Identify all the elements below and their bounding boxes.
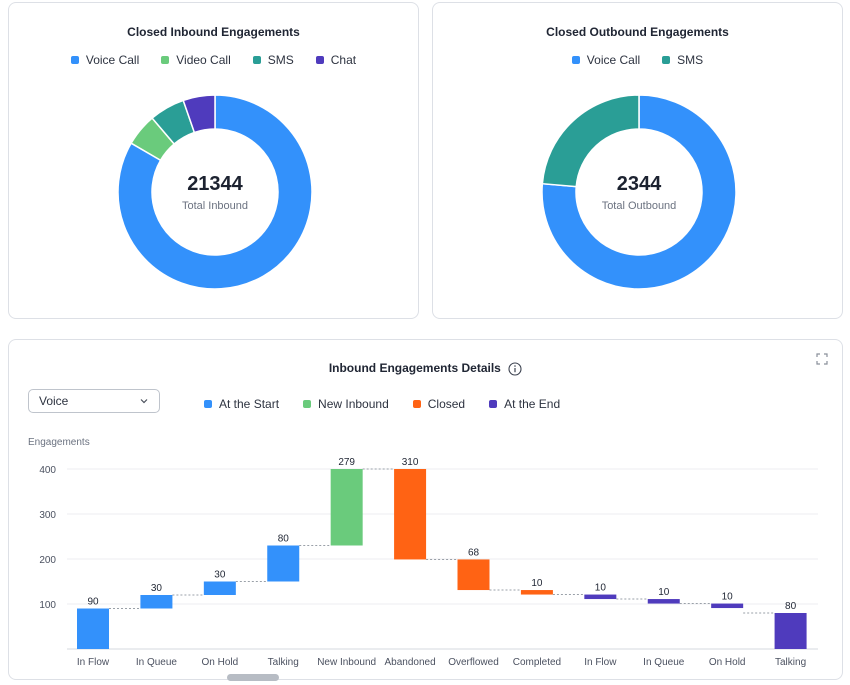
legend-swatch <box>161 56 170 64</box>
outbound-card-title: Closed Outbound Engagements <box>546 25 729 39</box>
channel-dropdown[interactable]: Voice <box>28 389 160 413</box>
legend-item-sms[interactable]: SMS <box>252 53 294 67</box>
details-card-title-row: Inbound Engagements Details <box>9 361 842 376</box>
donut-slice-voice-call[interactable] <box>541 94 737 290</box>
legend-item-video-call[interactable]: Video Call <box>161 53 231 67</box>
outbound-total-label: Total Outbound <box>602 200 677 212</box>
waterfall-bar[interactable] <box>140 595 173 609</box>
legend-item-voice-call[interactable]: Voice Call <box>571 53 641 67</box>
legend-label: At the End <box>504 397 561 411</box>
legend-item-new-inbound[interactable]: New Inbound <box>303 397 389 411</box>
legend-swatch <box>662 56 671 64</box>
x-tick-label: Talking <box>268 657 299 668</box>
legend-label: Voice Call <box>85 53 140 67</box>
bar-value-label: 80 <box>785 601 797 612</box>
donut-slice-sms[interactable] <box>541 94 640 188</box>
x-tick-label: On Hold <box>201 657 238 668</box>
donut-slice-chat[interactable] <box>182 94 216 134</box>
inbound-donut-chart: 21344 Total Inbound <box>117 94 313 290</box>
legend-label: Chat <box>330 53 357 67</box>
y-axis-label: Engagements <box>28 437 90 448</box>
inbound-total-value: 21344 <box>187 173 243 195</box>
x-tick-label: In Queue <box>643 657 685 668</box>
waterfall-bar[interactable] <box>711 603 744 609</box>
legend-label: Closed <box>427 397 466 411</box>
expand-icon[interactable] <box>816 353 828 365</box>
legend-swatch <box>315 56 324 64</box>
bar-value-label: 90 <box>87 597 99 608</box>
outbound-total-value: 2344 <box>617 173 662 195</box>
legend-label: Voice Call <box>586 53 641 67</box>
donut-slice-voice-call[interactable] <box>117 94 313 290</box>
details-card-title: Inbound Engagements Details <box>328 361 501 375</box>
bar-value-label: 10 <box>595 583 607 594</box>
waterfall-bar[interactable] <box>77 608 109 650</box>
bar-value-label: 68 <box>468 547 480 558</box>
legend-swatch <box>70 56 79 64</box>
outbound-donut-chart: 2344 Total Outbound <box>541 94 737 290</box>
outbound-legend: Voice Call SMS <box>433 53 842 67</box>
outbound-engagements-card: Closed Outbound Engagements Voice Call S… <box>432 2 843 319</box>
x-tick-label: New Inbound <box>317 657 376 668</box>
info-icon[interactable] <box>508 362 522 376</box>
bar-value-label: 10 <box>722 592 734 603</box>
legend-item-sms[interactable]: SMS <box>662 53 703 67</box>
waterfall-bar[interactable] <box>457 559 490 591</box>
x-tick-label: On Hold <box>709 657 746 668</box>
bar-value-label: 10 <box>531 578 543 589</box>
y-tick-label: 300 <box>39 510 56 521</box>
waterfall-bar[interactable] <box>647 599 680 604</box>
chevron-down-icon <box>140 399 148 404</box>
waterfall-bar[interactable] <box>520 590 553 595</box>
horizontal-scrollbar[interactable] <box>227 674 279 681</box>
waterfall-bar[interactable] <box>584 594 617 600</box>
bar-value-label: 30 <box>151 583 163 594</box>
waterfall-bar[interactable] <box>774 613 807 649</box>
inbound-card-title: Closed Inbound Engagements <box>127 25 300 39</box>
x-tick-label: Talking <box>775 657 806 668</box>
inbound-total-label: Total Inbound <box>182 200 248 212</box>
x-tick-label: Overflowed <box>448 657 499 668</box>
waterfall-bar[interactable] <box>203 581 236 596</box>
legend-item-chat[interactable]: Chat <box>315 53 357 67</box>
y-tick-label: 100 <box>39 600 56 611</box>
x-tick-label: Abandoned <box>384 657 435 668</box>
legend-swatch <box>303 400 312 408</box>
legend-label: At the Start <box>219 397 280 411</box>
bar-value-label: 30 <box>214 570 226 581</box>
legend-swatch <box>204 400 212 408</box>
legend-label: SMS <box>267 53 294 67</box>
legend-label: New Inbound <box>318 397 389 411</box>
legend-swatch <box>252 56 261 64</box>
legend-swatch <box>571 56 580 64</box>
legend-item-voice-call[interactable]: Voice Call <box>70 53 140 67</box>
inbound-engagements-card: Closed Inbound Engagements Voice Call Vi… <box>8 2 419 319</box>
bar-value-label: 279 <box>338 457 355 468</box>
legend-label: SMS <box>677 53 704 67</box>
legend-item-closed[interactable]: Closed <box>412 397 466 411</box>
legend-label: Video Call <box>176 53 231 67</box>
legend-swatch <box>412 400 421 408</box>
bar-value-label: 10 <box>658 587 670 598</box>
waterfall-bar[interactable] <box>267 545 300 582</box>
bar-value-label: 310 <box>402 457 419 468</box>
y-tick-label: 200 <box>39 555 56 566</box>
legend-swatch <box>489 400 498 408</box>
legend-item-at-the-end[interactable]: At the End <box>489 397 560 411</box>
waterfall-bar[interactable] <box>394 469 427 560</box>
bar-value-label: 80 <box>278 534 290 545</box>
waterfall-bar[interactable] <box>330 469 363 546</box>
inbound-legend: Voice Call Video Call SMS Chat <box>9 53 418 67</box>
dropdown-value: Voice <box>39 394 69 408</box>
x-tick-label: In Flow <box>584 657 617 668</box>
x-tick-label: In Flow <box>77 657 110 668</box>
details-legend: At the Start New Inbound Closed At the E… <box>204 397 560 411</box>
y-tick-label: 400 <box>39 465 56 476</box>
x-tick-label: Completed <box>513 657 561 668</box>
waterfall-chart: Engagements 100 200 300 400 90 30 30 80 279 310 6… <box>28 437 818 668</box>
x-tick-label: In Queue <box>136 657 178 668</box>
legend-item-at-the-start[interactable]: At the Start <box>204 397 279 411</box>
inbound-details-card: Inbound Engagements Details Voice At the… <box>8 339 843 680</box>
